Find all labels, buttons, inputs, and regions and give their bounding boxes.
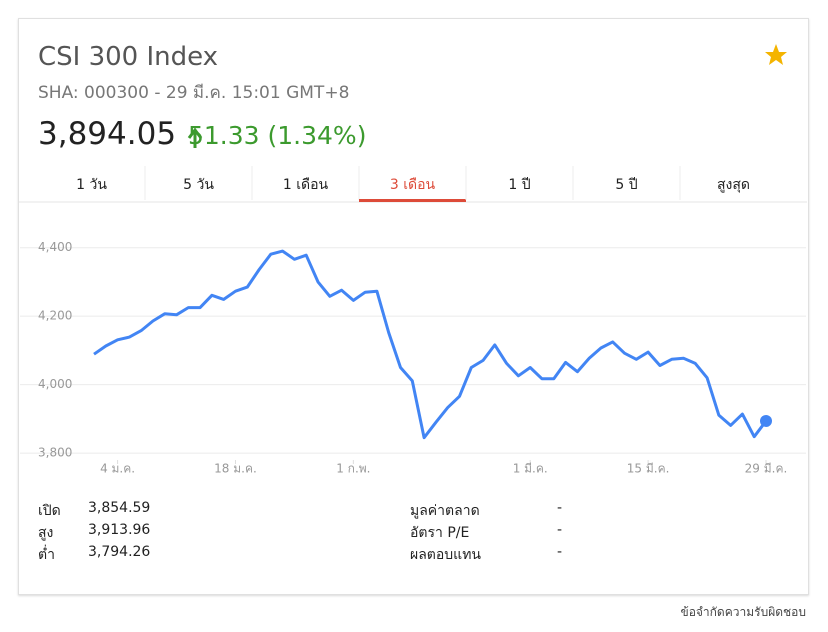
tab[interactable]: 1 วัน	[76, 177, 107, 193]
x-tick-label: 1 ก.พ.	[336, 462, 370, 476]
x-tick-label: 15 มี.ค.	[627, 462, 670, 476]
stat-label: เปิด	[38, 503, 61, 519]
price: 3,894.05	[38, 116, 177, 152]
subtitle: SHA: 000300 - 29 มี.ค. 15:01 GMT+8	[38, 83, 350, 103]
tab[interactable]: สูงสุด	[716, 177, 751, 193]
stat-label: ต่ำ	[38, 547, 55, 563]
y-tick-label: 4,000	[38, 377, 72, 391]
finance-card	[18, 18, 809, 595]
stat-label: ผลตอบแทน	[410, 547, 481, 563]
stat-value: -	[557, 544, 563, 560]
y-tick-label: 4,400	[38, 240, 72, 254]
stat-value: 3,854.59	[88, 500, 151, 516]
change: 51.33 (1.34%)	[188, 121, 367, 150]
stat-value: 3,913.96	[88, 522, 151, 538]
tab[interactable]: 5 วัน	[183, 177, 214, 193]
tab[interactable]: 5 ปี	[615, 177, 638, 193]
stat-value: -	[557, 522, 563, 538]
disclaimer-link[interactable]: ข้อจำกัดความรับผิดชอบ	[680, 605, 806, 619]
tab[interactable]: 1 ปี	[508, 177, 531, 193]
x-tick-label: 1 มี.ค.	[513, 462, 548, 476]
y-tick-label: 4,200	[38, 309, 72, 323]
tab[interactable]: 1 เดือน	[282, 177, 329, 193]
stat-value: -	[557, 500, 563, 516]
x-tick-label: 18 ม.ค.	[214, 462, 257, 476]
stat-label: อัตรา P/E	[410, 525, 470, 541]
stat-label: สูง	[38, 525, 54, 541]
title: CSI 300 Index	[38, 42, 219, 72]
price-line	[93, 249, 768, 440]
star-icon[interactable]	[765, 44, 787, 65]
active-tab-indicator	[359, 199, 466, 202]
last-point	[760, 414, 772, 427]
tab[interactable]: 3 เดือน	[389, 177, 436, 193]
stat-label: มูลค่าตลาด	[410, 503, 480, 519]
stat-value: 3,794.26	[88, 544, 151, 560]
x-tick-label: 29 มี.ค.	[745, 462, 788, 476]
x-tick-label: 4 ม.ค.	[100, 462, 135, 476]
y-tick-label: 3,800	[38, 446, 72, 460]
up-arrow	[187, 127, 203, 148]
